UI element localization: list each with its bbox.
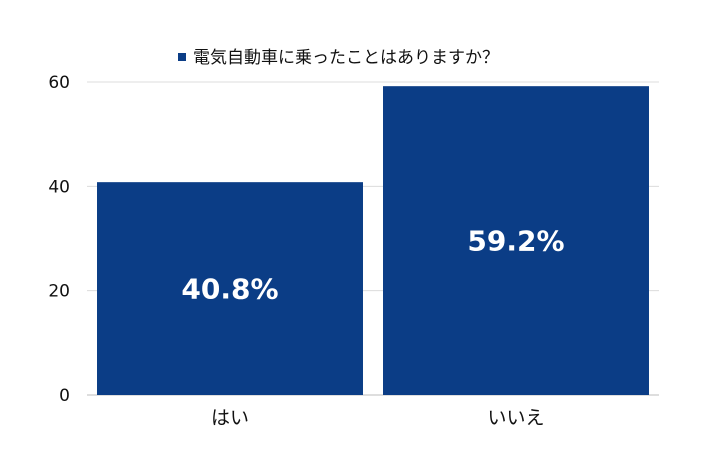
x-axis: はい いいえ bbox=[211, 407, 545, 429]
bar bbox=[383, 86, 649, 395]
y-tick-label: 60 bbox=[48, 73, 70, 93]
bar-data-label: 59.2% bbox=[467, 225, 564, 258]
legend: 電気自動車に乗ったことはありますか？ bbox=[178, 48, 499, 68]
x-category-label: いいえ bbox=[487, 407, 544, 429]
bar-data-label: 40.8% bbox=[181, 273, 278, 306]
y-tick-label: 40 bbox=[48, 177, 70, 197]
legend-label: 電気自動車に乗ったことはありますか？ bbox=[193, 48, 499, 68]
bar bbox=[97, 182, 363, 395]
y-tick-label: 20 bbox=[48, 282, 70, 302]
y-axis: 0 20 40 60 bbox=[48, 73, 70, 406]
bars: 40.8% 59.2% bbox=[97, 86, 649, 395]
x-category-label: はい bbox=[211, 407, 249, 429]
legend-swatch bbox=[178, 53, 186, 61]
y-tick-label: 0 bbox=[59, 386, 70, 406]
